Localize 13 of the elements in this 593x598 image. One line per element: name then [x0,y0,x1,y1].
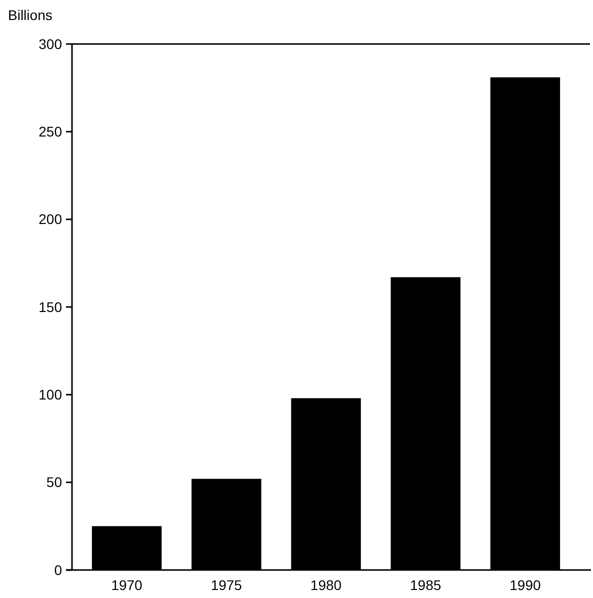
x-tick-label: 1985 [410,577,442,593]
y-tick-label: 150 [38,298,62,315]
y-tick-label: 50 [46,474,62,490]
y-tick-label: 200 [38,211,62,228]
x-tick-label: 1970 [111,577,143,593]
x-tick-label: 1990 [510,577,541,593]
y-tick-label: 300 [38,36,62,52]
y-tick-label: 250 [38,124,62,140]
y-tick-label: 100 [38,386,62,403]
y-axis-title: Billions [8,7,52,23]
y-tick-label: 0 [54,562,62,578]
x-tick-label: 1975 [210,577,242,593]
x-tick-label: 1980 [310,577,342,593]
